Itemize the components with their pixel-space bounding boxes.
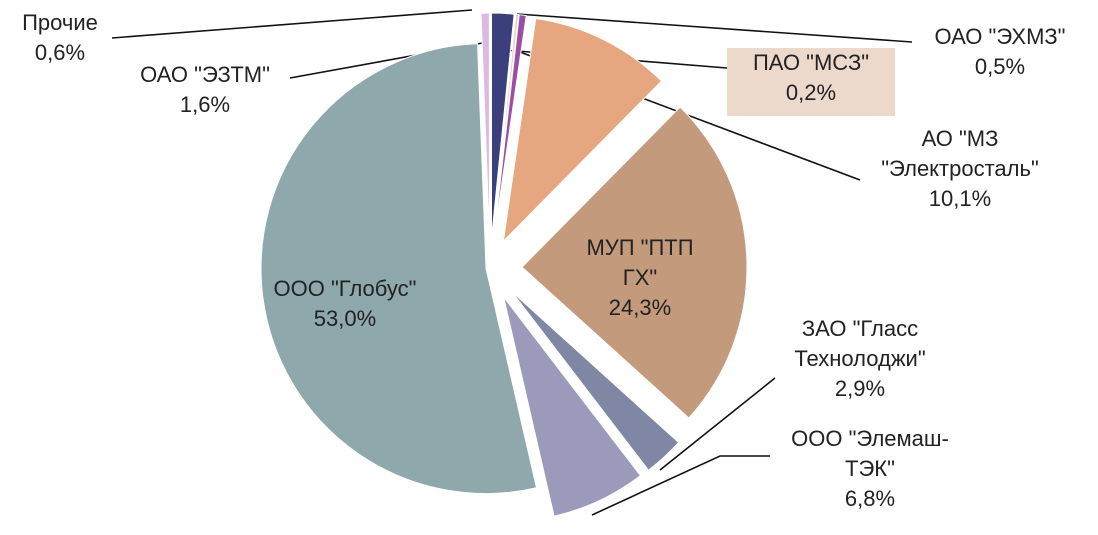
- label-name: ООО "Элемаш-: [791, 426, 949, 451]
- pie-slice: [493, 14, 527, 239]
- label-name: ООО "Глобус": [274, 276, 417, 301]
- label-value: 53,0%: [314, 306, 376, 331]
- slice-label: МУП "ПТП ГХ" 24,3%: [586, 235, 693, 320]
- label-box: [727, 48, 895, 116]
- pie-slice: [511, 291, 680, 471]
- slice-label: ОАО "ЭЗТМ" 1,6%: [140, 62, 270, 117]
- slice-label: Прочие 0,6%: [22, 10, 98, 65]
- label-name: ПАО "МСЗ": [753, 50, 869, 75]
- slice-label: АО "МЗ "Электросталь" 10,1%: [881, 126, 1039, 211]
- label-value: 0,5%: [975, 54, 1025, 79]
- label-value: 0,2%: [786, 80, 836, 105]
- pie-slice: [260, 43, 538, 495]
- label-value: 6,8%: [845, 486, 895, 511]
- slice-label: ООО "Элемаш- ТЭК" 6,8%: [791, 426, 949, 511]
- pie-slice: [521, 106, 748, 419]
- pie-slice: [502, 17, 663, 243]
- leader-line: [591, 455, 770, 516]
- label-name: Прочие: [22, 10, 98, 35]
- leader-line: [659, 377, 776, 471]
- label-value: 1,6%: [180, 92, 230, 117]
- pie-slice: [492, 13, 520, 239]
- leader-line: [516, 13, 913, 43]
- pie-slice: [491, 12, 515, 239]
- label-name: ЗАО "Гласс: [802, 316, 918, 341]
- slice-label: ПАО "МСЗ" 0,2%: [753, 50, 869, 105]
- slice-label: ОАО "ЭХМЗ" 0,5%: [934, 24, 1065, 79]
- label-name: Технолоджи": [794, 346, 925, 371]
- label-value: 24,3%: [609, 295, 671, 320]
- pie-slice: [480, 12, 490, 239]
- label-name: ТЭК": [845, 456, 895, 481]
- label-name: ОАО "ЭЗТМ": [140, 62, 270, 87]
- label-name: "Электросталь": [881, 156, 1039, 181]
- label-name: МУП "ПТП: [586, 235, 693, 260]
- label-value: 10,1%: [929, 186, 991, 211]
- pie-slice: [503, 296, 642, 517]
- label-name: АО "МЗ: [922, 126, 999, 151]
- label-name: ГХ": [623, 265, 657, 290]
- label-name: ОАО "ЭХМЗ": [934, 24, 1065, 49]
- slice-label: ООО "Глобус" 53,0%: [274, 276, 417, 331]
- leader-line: [111, 9, 473, 39]
- slice-label: ЗАО "Гласс Технолоджи" 2,9%: [794, 316, 925, 401]
- label-value: 2,9%: [835, 376, 885, 401]
- label-value: 0,6%: [35, 40, 85, 65]
